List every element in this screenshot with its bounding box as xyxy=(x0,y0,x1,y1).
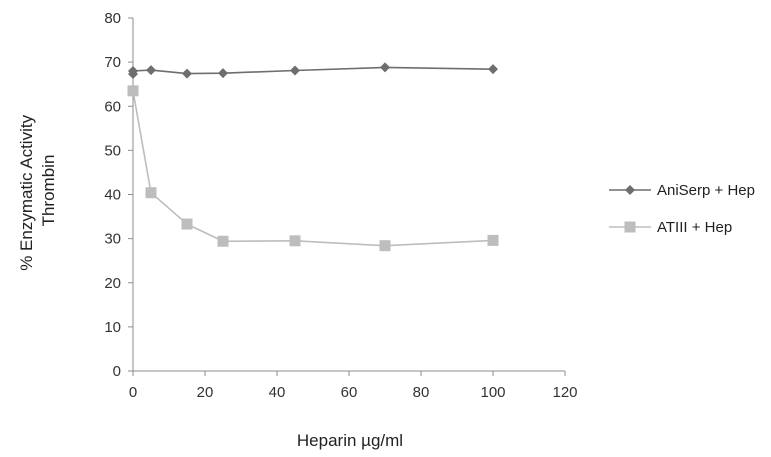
x-tick-label: 120 xyxy=(552,384,577,401)
y-tick-label: 50 xyxy=(104,142,121,159)
series-2 xyxy=(127,85,499,252)
data-point xyxy=(182,68,192,79)
y-tick-label: 20 xyxy=(104,275,121,292)
legend: AniSerp + Hep ATIII + Hep xyxy=(609,182,755,236)
x-axis-title: Heparin µg/ml xyxy=(297,431,403,450)
x-tick-label: 0 xyxy=(129,384,137,401)
data-point xyxy=(289,235,301,247)
x-tick-label: 60 xyxy=(341,384,358,401)
data-point xyxy=(379,240,391,252)
y-tick-labels: 0 10 20 30 40 50 60 70 80 xyxy=(104,10,121,380)
data-point xyxy=(145,187,157,199)
data-point xyxy=(127,85,139,97)
data-point xyxy=(380,62,390,73)
legend-label: ATIII + Hep xyxy=(657,219,732,236)
data-point xyxy=(128,65,138,76)
legend-item: AniSerp + Hep xyxy=(609,182,755,199)
y-tick-label: 60 xyxy=(104,98,121,115)
series-1 xyxy=(128,62,498,80)
data-point xyxy=(146,65,156,76)
y-tick-label: 30 xyxy=(104,231,121,248)
x-tick-label: 20 xyxy=(197,384,214,401)
x-tick-label: 100 xyxy=(480,384,505,401)
legend-item: ATIII + Hep xyxy=(609,219,732,236)
y-axis-title-line-1: % Enzymatic Activity xyxy=(17,114,36,270)
data-point xyxy=(487,234,499,246)
data-point xyxy=(290,65,300,76)
data-point xyxy=(218,68,228,79)
x-tick-label: 80 xyxy=(413,384,430,401)
y-tick-label: 10 xyxy=(104,319,121,336)
x-tick-label: 40 xyxy=(269,384,286,401)
legend-marker xyxy=(624,221,636,233)
y-axis-title-line-2: Thrombin xyxy=(39,155,58,227)
axes xyxy=(128,17,566,376)
y-tick-label: 70 xyxy=(104,54,121,71)
y-tick-label: 80 xyxy=(104,10,121,27)
x-tick-labels: 0 20 40 60 80 100 120 xyxy=(129,384,578,401)
y-tick-label: 40 xyxy=(104,187,121,204)
legend-label: AniSerp + Hep xyxy=(657,182,755,199)
legend-marker xyxy=(625,185,635,195)
data-point xyxy=(488,64,498,75)
y-axis-title: % Enzymatic Activity Thrombin xyxy=(17,110,58,271)
y-tick-label: 0 xyxy=(113,363,121,380)
series-layer xyxy=(127,62,499,252)
data-point xyxy=(217,235,229,247)
data-point xyxy=(181,218,193,230)
